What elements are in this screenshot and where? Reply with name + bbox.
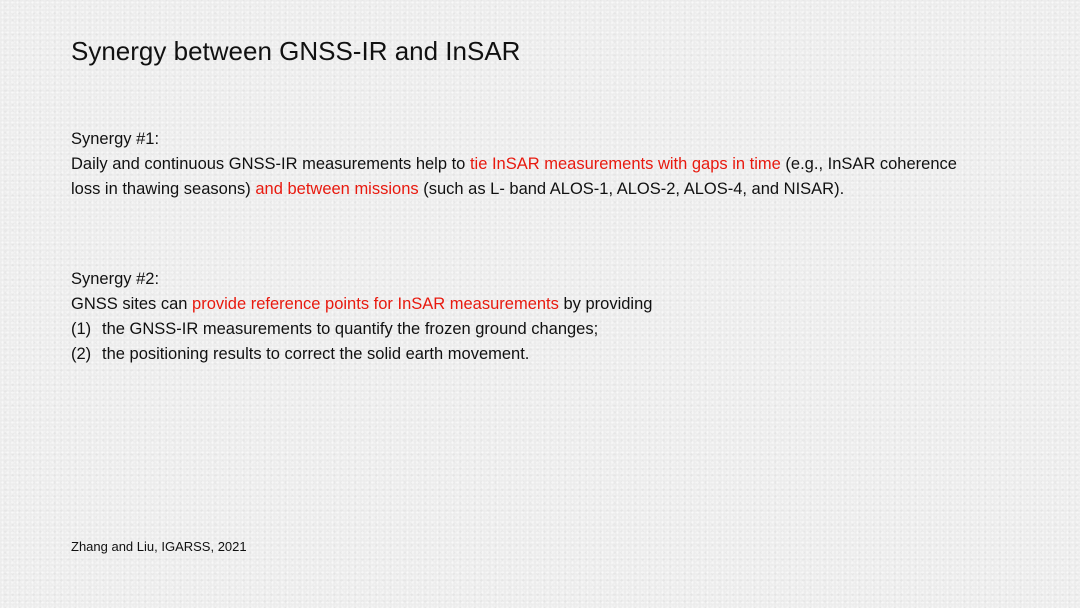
synergy-2-heading: Synergy #2: (71, 270, 160, 288)
synergy-1-block: Synergy #1: Daily and continuous GNSS-IR… (71, 127, 971, 202)
synergy-1-text-part2: (e.g., InSAR coherence loss in thawing s… (71, 155, 957, 198)
slide-title: Synergy between GNSS-IR and InSAR (71, 36, 521, 66)
list-item-number: (1) (71, 320, 92, 338)
list-item-number: (2) (71, 345, 92, 363)
synergy-1-text-part3: (such as L- band ALOS-1, ALOS-2, ALOS-4,… (418, 180, 845, 198)
list-item: (1) the GNSS-IR measurements to quantify… (71, 317, 971, 342)
list-item-text: the positioning results to correct the s… (102, 345, 530, 363)
synergy-2-highlight-reference: provide reference points for InSAR measu… (192, 295, 559, 313)
synergy-1-text-part1: Daily and continuous GNSS-IR measurement… (71, 155, 470, 173)
synergy-2-paragraph: GNSS sites can provide reference points … (71, 292, 971, 317)
list-item-text: the GNSS-IR measurements to quantify the… (102, 320, 599, 338)
synergy-1-highlight-missions: and between missions (255, 180, 419, 198)
synergy-2-block: Synergy #2: GNSS sites can provide refer… (71, 267, 971, 367)
synergy-2-text-part1: GNSS sites can (71, 295, 193, 313)
list-item: (2) the positioning results to correct t… (71, 342, 971, 367)
synergy-2-text-part2: by providing (558, 295, 653, 313)
synergy-1-paragraph: Daily and continuous GNSS-IR measurement… (71, 152, 971, 202)
citation: Zhang and Liu, IGARSS, 2021 (71, 539, 247, 554)
synergy-1-highlight-gaps: tie InSAR measurements with gaps in time (469, 155, 781, 173)
synergy-1-heading: Synergy #1: (71, 130, 160, 148)
